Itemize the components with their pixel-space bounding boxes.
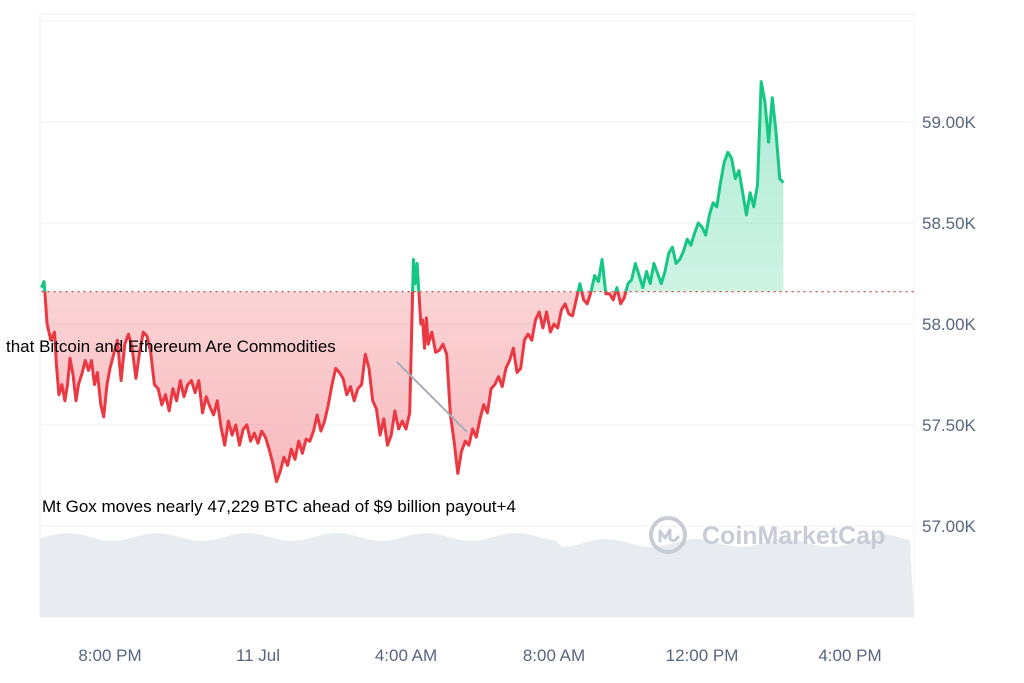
x-tick-label: 12:00 PM <box>666 646 739 665</box>
price-line <box>40 80 785 484</box>
annotation-connector <box>396 361 468 433</box>
x-tick-label: 8:00 AM <box>523 646 585 665</box>
x-axis: 8:00 PM 11 Jul 4:00 AM 8:00 AM 12:00 PM 4:00 … <box>78 646 881 665</box>
area-above-baseline <box>41 81 784 292</box>
news-annotation-mt-gox[interactable]: Mt Gox moves nearly 47,229 BTC ahead of … <box>42 497 516 516</box>
coinmarketcap-logo-icon <box>649 516 687 554</box>
x-tick-label: 11 Jul <box>236 646 280 665</box>
volume-bars <box>40 533 914 617</box>
price-line-up <box>40 80 785 292</box>
y-tick-label: 57.00K <box>922 517 977 536</box>
watermark-text: CoinMarketCap <box>702 522 885 550</box>
price-area <box>41 81 784 482</box>
price-line-down <box>43 291 628 484</box>
volume-area <box>40 533 914 617</box>
y-tick-label: 58.50K <box>922 214 977 233</box>
news-annotation-commodities[interactable]: that Bitcoin and Ethereum Are Commoditie… <box>6 337 336 356</box>
y-tick-label: 57.50K <box>922 416 977 435</box>
area-below-baseline <box>41 291 784 482</box>
x-tick-label: 4:00 AM <box>375 646 437 665</box>
coinmarketcap-watermark: CoinMarketCap <box>649 516 885 554</box>
x-tick-label: 4:00 PM <box>818 646 881 665</box>
y-tick-label: 59.00K <box>922 113 977 132</box>
y-tick-label: 58.00K <box>922 315 977 334</box>
x-tick-label: 8:00 PM <box>78 646 141 665</box>
y-axis: 59.00K 58.50K 58.00K 57.50K 57.00K <box>922 113 977 536</box>
